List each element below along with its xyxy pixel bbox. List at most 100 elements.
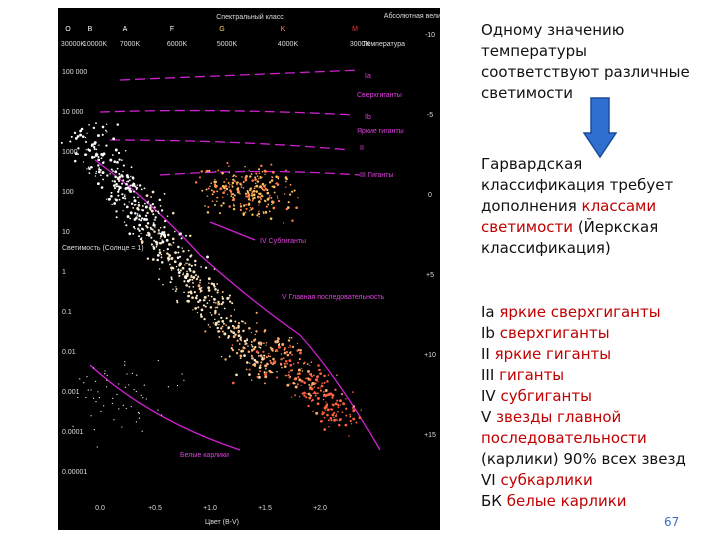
- class-item: Ib сверхгиганты: [481, 323, 706, 344]
- star: [309, 378, 312, 381]
- region-labels: Ia Сверхгиганты Ib Яркие гиганты II III …: [180, 73, 404, 459]
- star: [319, 387, 321, 389]
- star: [118, 408, 120, 410]
- star: [283, 365, 287, 369]
- star: [249, 210, 251, 212]
- star: [262, 211, 265, 213]
- star: [90, 389, 92, 391]
- star: [242, 181, 245, 183]
- star: [192, 282, 194, 284]
- star: [250, 354, 253, 358]
- star: [262, 350, 265, 353]
- star: [331, 393, 335, 397]
- star: [249, 206, 252, 209]
- star: [185, 234, 187, 237]
- star: [258, 210, 260, 213]
- star: [207, 324, 210, 326]
- star: [242, 329, 245, 333]
- star: [87, 389, 89, 391]
- star: [168, 254, 172, 257]
- star: [297, 368, 301, 372]
- star: [140, 394, 142, 396]
- star: [248, 326, 251, 330]
- star: [233, 204, 236, 207]
- star: [272, 357, 275, 361]
- star: [341, 411, 344, 414]
- star: [154, 240, 158, 244]
- star: [188, 267, 191, 271]
- star: [138, 214, 141, 218]
- star: [152, 222, 155, 224]
- star: [227, 328, 229, 330]
- star: [143, 187, 146, 190]
- star: [142, 205, 144, 207]
- star: [291, 190, 294, 193]
- star: [224, 184, 228, 188]
- star: [136, 184, 138, 186]
- star: [294, 385, 298, 389]
- star: [113, 186, 117, 190]
- star: [267, 203, 269, 205]
- star: [260, 198, 263, 201]
- star: [77, 147, 80, 150]
- star: [204, 305, 207, 308]
- star: [148, 206, 152, 210]
- star: [327, 419, 330, 422]
- star: [282, 222, 285, 224]
- star: [242, 346, 246, 349]
- star: [265, 342, 268, 344]
- star: [95, 380, 97, 382]
- star: [221, 291, 224, 294]
- star: [101, 161, 105, 164]
- star: [194, 259, 197, 263]
- star: [159, 237, 161, 239]
- star: [199, 279, 202, 282]
- star: [77, 153, 79, 156]
- star: [258, 344, 260, 346]
- star: [100, 157, 103, 160]
- star: [181, 373, 183, 375]
- star: [233, 337, 235, 339]
- star: [309, 388, 311, 391]
- luminosity-tick: 1: [62, 269, 66, 276]
- star: [187, 291, 190, 294]
- star: [116, 393, 118, 396]
- star: [124, 361, 126, 363]
- star: [98, 397, 101, 399]
- star: [175, 288, 178, 291]
- star: [146, 201, 149, 204]
- star: [280, 363, 283, 366]
- star: [150, 236, 153, 239]
- star: [333, 418, 337, 422]
- star: [229, 189, 232, 192]
- star: [87, 166, 90, 168]
- star: [220, 204, 223, 207]
- star: [316, 396, 320, 400]
- star: [217, 289, 219, 292]
- star: [157, 210, 160, 213]
- star: [221, 196, 224, 199]
- star: [167, 233, 170, 237]
- star: [174, 251, 177, 255]
- star: [166, 247, 169, 251]
- star: [186, 279, 190, 283]
- star: [117, 151, 121, 155]
- class-list: Ia яркие сверхгиганты Ib сверхгиганты II я…: [481, 302, 706, 512]
- star: [265, 356, 268, 359]
- star: [121, 182, 124, 185]
- star: [147, 231, 150, 235]
- star: [140, 232, 142, 235]
- star: [293, 189, 296, 192]
- star: [239, 357, 242, 360]
- star: [240, 186, 243, 188]
- star: [241, 176, 243, 178]
- star: [96, 182, 100, 186]
- star: [324, 394, 327, 398]
- star: [85, 149, 88, 151]
- star: [255, 184, 259, 188]
- star: [320, 419, 323, 423]
- star: [268, 355, 270, 358]
- class-text: Ib: [481, 324, 495, 342]
- star: [128, 232, 132, 236]
- star: [135, 186, 138, 190]
